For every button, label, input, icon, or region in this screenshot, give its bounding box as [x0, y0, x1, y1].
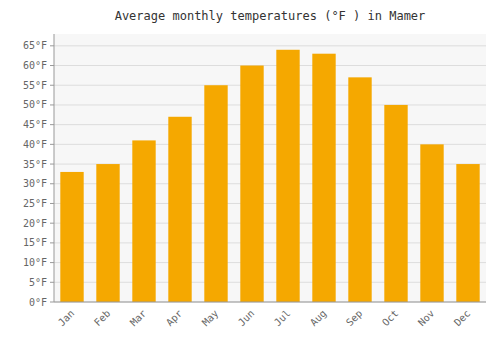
y-tick [50, 223, 54, 224]
x-tick-label: May [200, 308, 221, 329]
y-tick [50, 144, 54, 145]
y-tick-label: 30°F [23, 178, 47, 189]
y-tick [50, 262, 54, 263]
x-axis-line [54, 302, 486, 303]
bar [312, 54, 335, 302]
grid-line [54, 104, 486, 105]
grid-line [54, 124, 486, 125]
y-tick-label: 10°F [23, 257, 47, 268]
y-tick [50, 242, 54, 243]
y-tick-label: 0°F [29, 297, 47, 308]
y-tick-label: 25°F [23, 198, 47, 209]
grid-line [54, 65, 486, 66]
bar [276, 50, 299, 302]
y-tick [50, 164, 54, 165]
x-tick-label: Jan [56, 308, 77, 329]
x-tick-label: Mar [128, 308, 149, 329]
y-tick [50, 282, 54, 283]
x-tick-label: Jun [236, 308, 257, 329]
bar [132, 140, 155, 302]
y-tick-label: 55°F [23, 80, 47, 91]
y-tick [50, 65, 54, 66]
y-tick-label: 65°F [23, 40, 47, 51]
y-tick-label: 20°F [23, 218, 47, 229]
bar [96, 164, 119, 302]
title: Average monthly temperatures (°F ) in Ma… [115, 9, 426, 23]
grid-line [54, 85, 486, 86]
y-tick-label: 40°F [23, 139, 47, 150]
bars [60, 50, 479, 302]
x-tick-label: Jul [272, 308, 293, 329]
bar [168, 117, 191, 302]
y-tick-label: 50°F [23, 99, 47, 110]
y-tick [50, 203, 54, 204]
x-axis: Jan Feb Mar Apr May Jun Jul Aug Sep Oct Nov Dec [56, 308, 473, 329]
chart-container: 0°F 5°F 10°F 15°F 20°F 25°F 30°F 35°F 40°F 45°F 50… [0, 0, 500, 350]
x-tick-label: Feb [92, 308, 113, 329]
y-tick-label: 35°F [23, 159, 47, 170]
bar [456, 164, 479, 302]
x-tick-label: Sep [344, 308, 365, 329]
y-tick-label: 15°F [23, 237, 47, 248]
x-tick-label: Apr [164, 308, 185, 329]
y-tick-label: 5°F [29, 277, 47, 288]
x-tick-label: Dec [452, 308, 473, 329]
chart: 0°F 5°F 10°F 15°F 20°F 25°F 30°F 35°F 40°F 45°F 50… [0, 0, 500, 350]
y-tick [50, 85, 54, 86]
y-tick-label: 45°F [23, 119, 47, 130]
y-tick [50, 104, 54, 105]
x-tick-label: Oct [380, 308, 401, 329]
x-tick-label: Nov [416, 308, 437, 329]
bar [384, 105, 407, 302]
bar [348, 77, 371, 302]
y-axis: 0°F 5°F 10°F 15°F 20°F 25°F 30°F 35°F 40°F 45°F 50… [23, 40, 486, 307]
bar [420, 144, 443, 302]
y-tick [50, 45, 54, 46]
bar [240, 66, 263, 302]
plot-background [54, 34, 486, 302]
bar [60, 172, 83, 302]
x-tick-label: Aug [308, 308, 329, 329]
y-tick [50, 124, 54, 125]
y-axis-line [54, 34, 55, 302]
y-tick-label: 60°F [23, 60, 47, 71]
grid-line [54, 45, 486, 46]
bar [204, 85, 227, 302]
y-tick [50, 183, 54, 184]
y-tick [50, 302, 54, 303]
grid-line [54, 302, 486, 303]
